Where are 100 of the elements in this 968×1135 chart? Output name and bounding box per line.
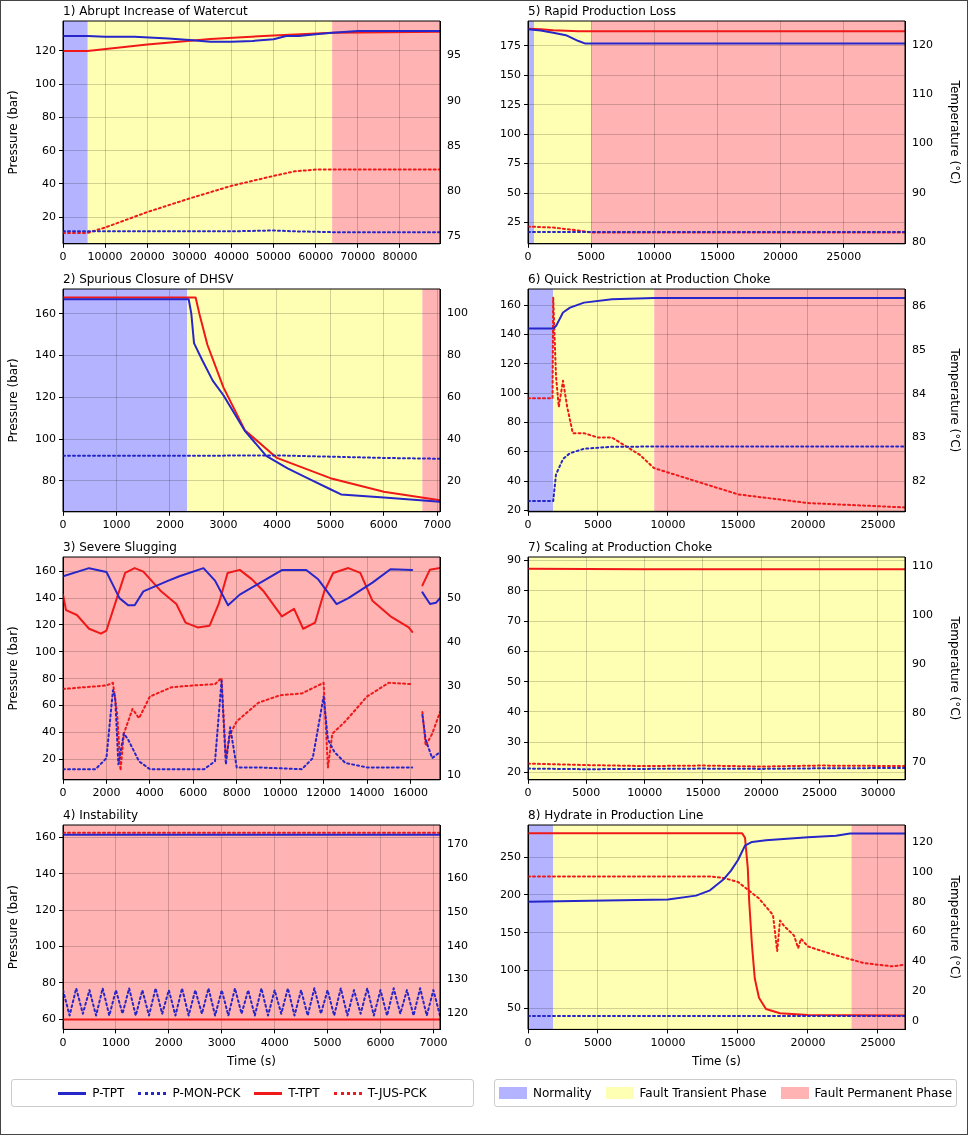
chart-title: 5) Rapid Production Loss [528,4,676,19]
x-tick-label: 70000 [340,250,376,264]
y2-tick-label: 80 [912,894,926,908]
y-tick-label: 20 [507,765,521,779]
chart-title: 1) Abrupt Increase of Watercut [63,4,249,19]
y-axis-title: Pressure (bar) [6,885,21,970]
y-tick-label: 60 [507,644,521,658]
y-tick-label: 120 [500,356,521,370]
x-tick-label: 15000 [699,250,735,264]
chart-title: 3) Severe Slugging [63,540,177,555]
y-tick-label: 70 [507,614,521,628]
x-tick-label: 5000 [316,518,345,532]
y-tick-label: 60 [42,1012,56,1026]
x-axis-title: Time (s) [691,1053,741,1068]
x-tick-label: 0 [524,250,532,264]
y2-tick-label: 84 [912,386,926,400]
legend-label: Fault Permanent Phase [814,1086,953,1100]
x-tick-label: 4000 [260,1035,289,1049]
y-tick-label: 75 [507,156,521,170]
y-tick-label: 60 [507,444,521,458]
x-tick-label: 30000 [860,786,896,800]
legend-label: T-TPT [288,1086,320,1100]
x-tick-label: 2000 [155,518,184,532]
x-tick-label: 5000 [584,1035,612,1049]
chart-title: 8) Hydrate in Production Line [528,808,704,823]
y2-tick-label: 60 [912,924,926,938]
x-tick-label: 15000 [720,1035,756,1049]
y2-tick-label: 90 [447,93,461,107]
y-tick-label: 20 [42,210,56,224]
y2-tick-label: 150 [447,904,468,918]
y2-tick-label: 40 [447,634,461,648]
y-tick-label: 140 [35,866,56,880]
y-tick-label: 20 [507,503,521,517]
y-tick-label: 160 [35,306,56,320]
chart-title: 4) Instability [63,808,139,823]
x-tick-label: 60000 [298,250,334,264]
chart-title: 6) Quick Restriction at Production Choke [528,272,771,287]
y2-axis-title: Temperature (°C) [947,874,962,979]
y-tick-label: 60 [42,698,56,712]
x-tick-label: 15000 [720,518,756,532]
y-tick-label: 120 [35,902,56,916]
x-tick-label: 80000 [382,250,418,264]
y-axis-title: Pressure (bar) [6,626,21,711]
x-tick-label: 0 [524,786,532,800]
y-tick-label: 50 [507,1001,521,1015]
legend-label: P-TPT [92,1086,125,1100]
x-tick-label: 12000 [306,786,342,800]
y2-tick-label: 85 [912,343,926,357]
x-tick-label: 10000 [650,518,686,532]
x-tick-label: 7000 [419,1035,448,1049]
y2-tick-label: 10 [447,767,461,781]
y2-tick-label: 120 [912,835,933,848]
y2-tick-label: 90 [912,185,926,199]
x-tick-label: 1000 [102,518,131,532]
y2-tick-label: 50 [447,590,461,604]
x-tick-label: 20000 [763,250,799,264]
legend-label: Fault Transient Phase [639,1086,767,1100]
x-tick-label: 5000 [584,518,612,532]
y2-tick-label: 95 [447,48,461,62]
y2-tick-label: 70 [912,755,926,769]
y2-tick-label: 80 [912,706,926,720]
x-tick-label: 10000 [87,250,123,264]
y2-tick-label: 120 [447,1006,468,1020]
y2-tick-label: 83 [912,430,926,444]
y2-tick-label: 20 [912,984,926,998]
y2-axis-title: Temperature (°C) [947,347,962,453]
y2-tick-label: 100 [912,608,933,622]
y2-tick-label: 60 [447,390,461,404]
x-tick-label: 0 [59,786,67,800]
y-tick-label: 150 [500,925,521,939]
y2-axis-title: Temperature (°C) [947,615,962,721]
y-tick-label: 80 [507,583,521,597]
y2-tick-label: 86 [912,299,926,313]
x-tick-label: 20000 [743,786,779,800]
y-tick-label: 60 [42,143,56,157]
x-tick-label: 15000 [685,786,721,800]
y-tick-label: 50 [507,674,521,688]
x-tick-label: 30000 [171,250,207,264]
y2-tick-label: 20 [447,473,461,487]
x-tick-label: 25000 [860,518,896,532]
y-tick-label: 175 [500,38,521,52]
x-tick-label: 2000 [92,786,121,800]
y-tick-label: 140 [500,327,521,341]
y-tick-label: 50 [507,185,521,199]
legend-label: P-MON-PCK [172,1086,241,1100]
x-tick-label: 14000 [349,786,385,800]
x-tick-label: 4000 [262,518,291,532]
y-tick-label: 30 [507,735,521,749]
x-tick-label: 6000 [179,786,208,800]
y2-tick-label: 110 [912,87,933,101]
chart-title: 7) Scaling at Production Choke [528,540,713,555]
x-tick-label: 5000 [577,250,606,264]
y-tick-label: 100 [35,77,56,91]
y2-tick-label: 20 [447,723,461,737]
y-tick-label: 90 [507,553,521,567]
y-tick-label: 20 [42,752,56,766]
y-axis-title: Pressure (bar) [6,358,21,443]
y2-tick-label: 40 [447,431,461,445]
y-tick-label: 120 [35,43,56,57]
x-tick-label: 3000 [207,1035,236,1049]
